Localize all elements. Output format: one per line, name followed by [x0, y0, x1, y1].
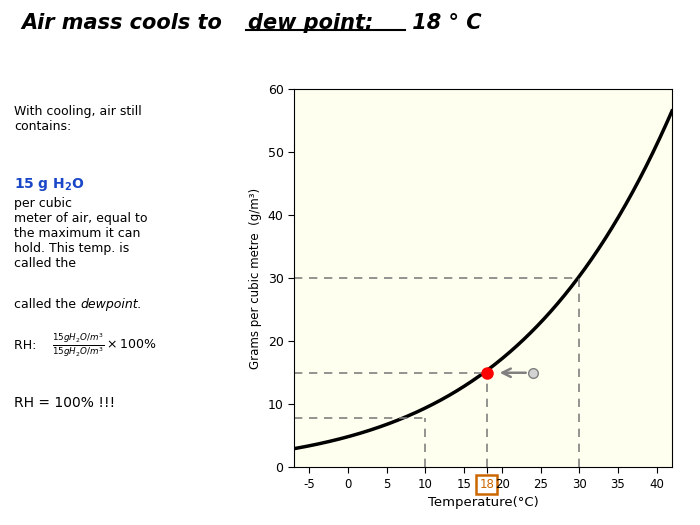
- Text: per cubic
meter of air, equal to
the maximum it can
hold. This temp. is
called t: per cubic meter of air, equal to the max…: [14, 197, 148, 270]
- Text: $\mathbf{15\ g\ H_2O}$: $\mathbf{15\ g\ H_2O}$: [14, 176, 84, 193]
- Y-axis label: Grams per cubic metre  (g/m³): Grams per cubic metre (g/m³): [249, 188, 262, 369]
- Text: called the: called the: [14, 298, 80, 311]
- Text: Air mass cools to: Air mass cools to: [21, 13, 229, 33]
- X-axis label: Temperature(°C): Temperature(°C): [428, 496, 538, 509]
- Text: RH = 100% !!!: RH = 100% !!!: [14, 396, 115, 411]
- Text: dewpoint.: dewpoint.: [80, 298, 142, 311]
- Text: RH:: RH:: [14, 339, 41, 352]
- Text: dew point:: dew point:: [248, 13, 374, 33]
- Text: $\frac{15gH_2O/m^3}{15gH_2O/m^3}\times100\%$: $\frac{15gH_2O/m^3}{15gH_2O/m^3}\times10…: [52, 332, 157, 360]
- Text: With cooling, air still
contains:: With cooling, air still contains:: [14, 105, 141, 133]
- Text: 18 ° C: 18 ° C: [405, 13, 481, 33]
